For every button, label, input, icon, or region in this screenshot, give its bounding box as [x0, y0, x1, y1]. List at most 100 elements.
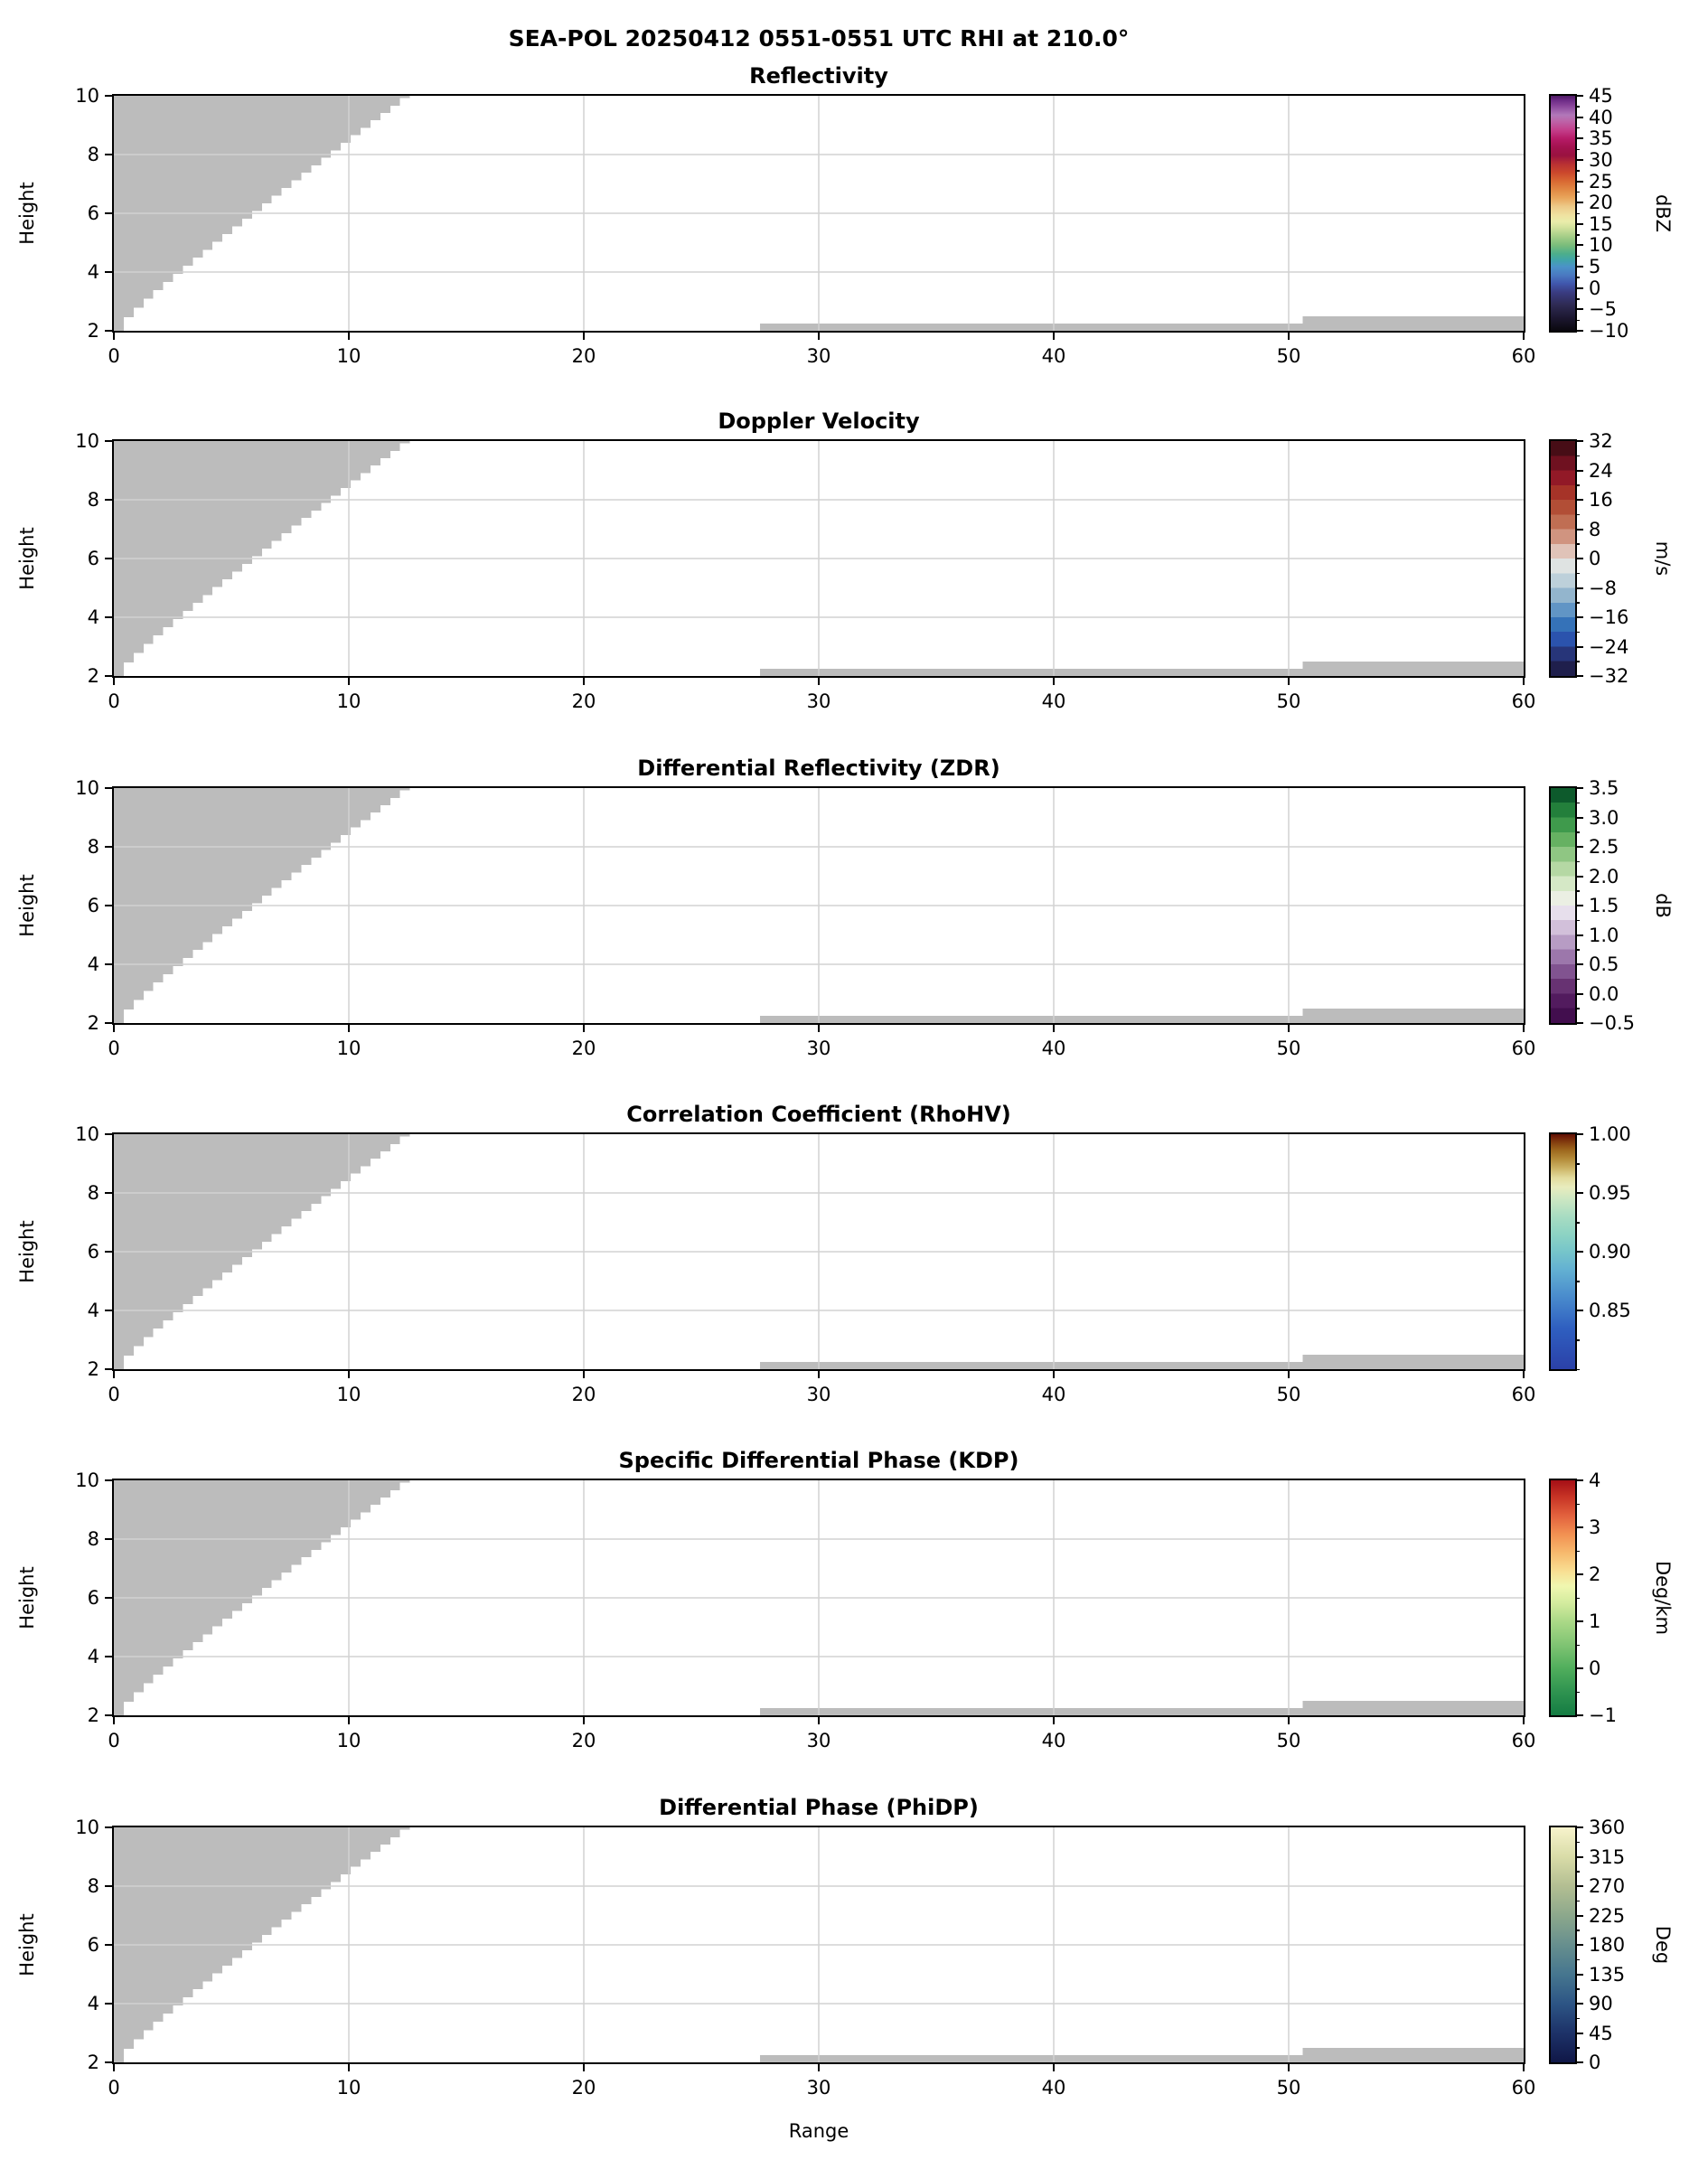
- colorbar-tick: [1575, 1192, 1583, 1194]
- colorbar-tick: [1575, 469, 1583, 472]
- y-axis-tick: [105, 905, 112, 906]
- y-axis-tick: [105, 2061, 112, 2063]
- colorbar-minor-tick: [1575, 1930, 1580, 1931]
- y-tick-label: 4: [87, 953, 99, 975]
- plot-area: [112, 94, 1525, 333]
- colorbar-tick: [1575, 528, 1583, 531]
- x-axis-tick: [818, 1717, 820, 1724]
- colorbar-tick: [1575, 1133, 1583, 1135]
- colorbar-tick: [1575, 616, 1583, 618]
- x-axis-tick: [1523, 1371, 1525, 1378]
- y-tick-label: 8: [87, 836, 99, 858]
- y-tick-label: 6: [87, 895, 99, 916]
- colorbar-tick-label: 0.90: [1589, 1241, 1631, 1263]
- y-axis-tick: [105, 1133, 112, 1135]
- y-axis-tick: [105, 1538, 112, 1540]
- colorbar-minor-tick: [1575, 1691, 1580, 1693]
- colorbar-tick-label: 40: [1589, 106, 1613, 128]
- colorbar-tick: [1575, 816, 1583, 819]
- colorbar-tick-label: 180: [1589, 1934, 1626, 1956]
- y-tick-label: 8: [87, 1182, 99, 1204]
- colorbar-tick-label: 0: [1589, 1657, 1601, 1679]
- colorbar-tick: [1575, 180, 1583, 183]
- x-axis-tick: [348, 1371, 350, 1378]
- plot-canvas: [114, 96, 1524, 331]
- colorbar-tick-label: 0.0: [1589, 982, 1619, 1005]
- plot-canvas: [114, 1827, 1524, 2062]
- colorbar-minor-tick: [1575, 949, 1580, 951]
- colorbar-tick-label: 315: [1589, 1845, 1626, 1868]
- x-tick-label: 50: [1276, 1730, 1301, 1751]
- y-axis-tick: [105, 440, 112, 442]
- x-axis-tick: [1288, 1025, 1290, 1032]
- y-axis-label: Height: [16, 1566, 38, 1629]
- x-tick-label: 0: [108, 2077, 120, 2099]
- colorbar-tick-label: −24: [1589, 635, 1629, 658]
- colorbar-tick: [1575, 1251, 1583, 1253]
- x-tick-label: 40: [1041, 2077, 1066, 2099]
- x-tick-label: 60: [1511, 345, 1536, 367]
- x-tick-label: 50: [1276, 1038, 1301, 1059]
- colorbar: [1549, 439, 1577, 678]
- colorbar-tick-label: 35: [1589, 127, 1613, 150]
- panel-title: Differential Phase (PhiDP): [659, 1795, 979, 1820]
- nodata-strip: [1302, 1008, 1524, 1023]
- x-axis-tick: [583, 1025, 585, 1032]
- x-tick-label: 20: [571, 1038, 596, 1059]
- y-axis-tick: [105, 1714, 112, 1716]
- colorbar-minor-tick: [1575, 1900, 1580, 1902]
- y-axis-tick: [105, 616, 112, 618]
- colorbar-tick-label: 270: [1589, 1875, 1626, 1897]
- x-axis-tick: [1053, 1717, 1055, 1724]
- y-axis-tick: [105, 1944, 112, 1946]
- colorbar-tick: [1575, 934, 1583, 936]
- colorbar-tick-label: 3.5: [1589, 777, 1619, 799]
- colorbar-tick-label: 20: [1589, 192, 1613, 214]
- colorbar-tick: [1575, 116, 1583, 118]
- x-tick-label: 10: [336, 690, 361, 712]
- colorbar-tick-label: −32: [1589, 665, 1629, 687]
- colorbar-tick-label: 360: [1589, 1817, 1626, 1838]
- x-tick-label: 30: [806, 2077, 831, 2099]
- x-axis-tick: [1053, 678, 1055, 685]
- plot-area: [112, 786, 1525, 1025]
- y-tick-label: 2: [87, 665, 99, 687]
- colorbar-tick-label: 30: [1589, 148, 1613, 171]
- colorbar-minor-tick: [1575, 298, 1580, 300]
- colorbar-tick: [1575, 1855, 1583, 1858]
- panel-title: Specific Differential Phase (KDP): [618, 1448, 1019, 1473]
- plot-canvas: [114, 1480, 1524, 1715]
- x-axis-tick: [113, 333, 115, 340]
- y-tick-label: 6: [87, 548, 99, 569]
- colorbar-tick: [1575, 286, 1583, 289]
- x-tick-label: 40: [1041, 690, 1066, 712]
- colorbar-tick-label: 0: [1589, 2052, 1601, 2073]
- y-tick-label: 8: [87, 1875, 99, 1897]
- colorbar-tick-label: 45: [1589, 2022, 1613, 2044]
- colorbar-tick-label: 25: [1589, 170, 1613, 192]
- x-tick-label: 30: [806, 345, 831, 367]
- y-tick-label: 10: [75, 430, 99, 452]
- colorbar-tick-label: 4: [1589, 1469, 1601, 1491]
- y-tick-label: 10: [75, 85, 99, 107]
- nodata-strip: [760, 2054, 1303, 2062]
- y-axis-tick: [105, 963, 112, 965]
- colorbar: [1549, 94, 1577, 333]
- x-tick-label: 0: [108, 1730, 120, 1751]
- nodata-strip: [760, 323, 1303, 331]
- colorbar-minor-tick: [1575, 191, 1580, 193]
- y-tick-label: 10: [75, 1817, 99, 1838]
- y-axis-tick: [105, 154, 112, 155]
- colorbar-tick-label: 5: [1589, 256, 1601, 278]
- colorbar-tick-label: 2.0: [1589, 865, 1619, 887]
- colorbar-tick-label: 1.00: [1589, 1123, 1631, 1145]
- x-axis-tick: [348, 333, 350, 340]
- y-tick-label: 4: [87, 261, 99, 283]
- colorbar-tick-label: 1: [1589, 1610, 1601, 1632]
- x-tick-label: 30: [806, 690, 831, 712]
- x-axis-tick: [583, 2064, 585, 2071]
- colorbar-minor-tick: [1575, 484, 1580, 486]
- panel-title: Correlation Coefficient (RhoHV): [626, 1102, 1011, 1127]
- x-axis-tick: [583, 333, 585, 340]
- x-tick-label: 40: [1041, 1730, 1066, 1751]
